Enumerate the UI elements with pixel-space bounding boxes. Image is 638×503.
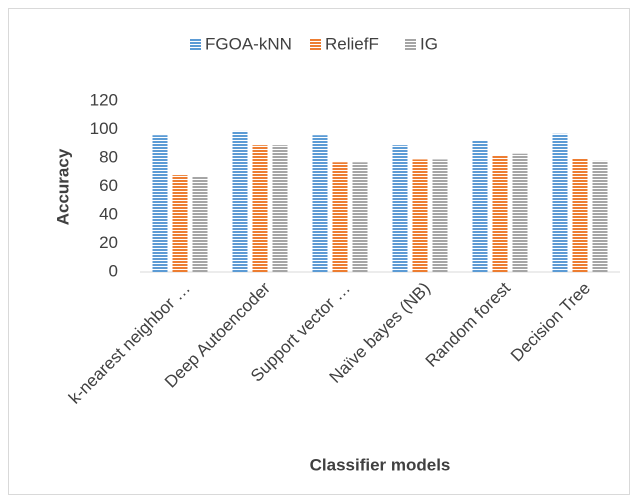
legend-swatch <box>190 39 201 50</box>
y-tick-label: 0 <box>109 261 118 280</box>
bar <box>492 155 508 272</box>
y-tick-label: 120 <box>90 90 118 109</box>
bar <box>512 153 528 272</box>
bar <box>552 133 568 272</box>
y-tick-label: 20 <box>99 233 118 252</box>
bar <box>192 176 208 272</box>
y-tick-label: 40 <box>99 204 118 223</box>
bar <box>252 145 268 272</box>
bar <box>392 145 408 272</box>
bar <box>352 162 368 272</box>
bar <box>232 130 248 272</box>
bar <box>332 162 348 272</box>
legend-label: ReliefF <box>325 34 379 53</box>
bar <box>472 140 488 272</box>
bar <box>412 159 428 272</box>
bar <box>312 135 328 272</box>
bar <box>432 159 448 272</box>
y-tick-label: 80 <box>99 147 118 166</box>
x-axis-title: Classifier models <box>310 455 451 474</box>
bar <box>152 135 168 272</box>
legend-swatch <box>310 39 321 50</box>
y-tick-label: 100 <box>90 119 118 138</box>
bar <box>272 145 288 272</box>
y-axis-title: Accuracy <box>53 148 72 225</box>
bar <box>592 160 608 272</box>
legend-label: IG <box>420 34 438 53</box>
bar <box>572 158 588 272</box>
legend-swatch <box>405 39 416 50</box>
legend-label: FGOA-kNN <box>205 34 292 53</box>
y-tick-label: 60 <box>99 176 118 195</box>
bar <box>172 175 188 272</box>
